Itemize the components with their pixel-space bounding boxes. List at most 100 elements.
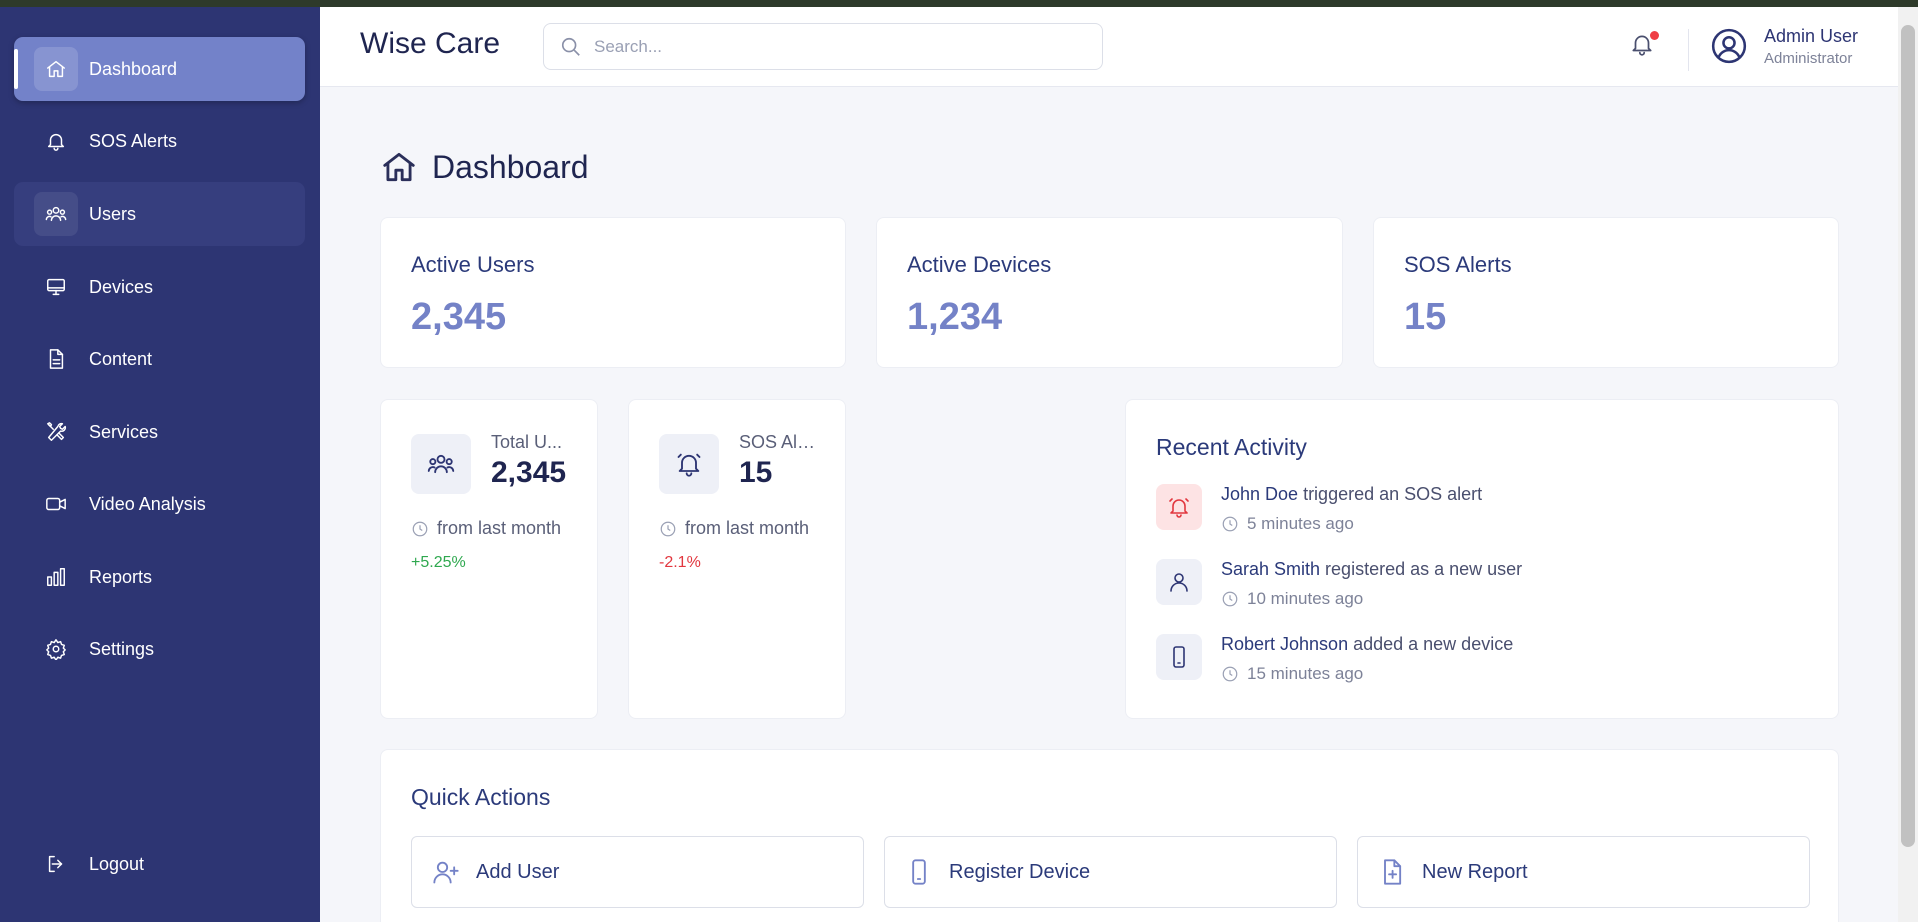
mini-stat-sos-alerts: SOS Ale... 15 from last month -2.1%	[628, 399, 846, 719]
stat-card-active-users: Active Users 2,345	[380, 217, 846, 368]
recent-activity-card: Recent Activity John Doe triggered an SO…	[1125, 399, 1839, 719]
mini-stat-change: +5.25%	[411, 554, 466, 571]
users-icon	[34, 192, 78, 236]
bar-chart-icon	[34, 555, 78, 599]
header-divider	[1688, 29, 1689, 71]
users-icon	[411, 434, 471, 494]
activity-user[interactable]: Robert Johnson	[1221, 634, 1349, 654]
home-icon	[383, 152, 415, 182]
activity-text: John Doe triggered an SOS alert	[1221, 484, 1482, 505]
page-title: Dashboard	[432, 148, 589, 185]
smartphone-icon	[912, 859, 926, 885]
scrollbar-thumb[interactable]	[1901, 25, 1915, 847]
user-role: Administrator	[1764, 50, 1853, 67]
sidebar-item-label: Devices	[89, 276, 154, 297]
button-label: New Report	[1422, 860, 1528, 883]
button-label: Register Device	[949, 860, 1091, 883]
activity-time-text: 15 minutes ago	[1247, 664, 1364, 683]
home-icon	[34, 47, 78, 91]
sidebar-item-sos-alerts[interactable]: SOS Alerts	[14, 109, 305, 173]
window-top-strip	[0, 0, 1918, 7]
document-icon	[34, 337, 78, 381]
mini-stat-title: SOS Ale...	[739, 432, 819, 452]
sidebar-item-label: Services	[89, 421, 159, 442]
clock-icon	[1221, 515, 1247, 533]
sidebar-item-dashboard[interactable]: Dashboard	[14, 37, 305, 101]
stat-card-active-devices: Active Devices 1,234	[876, 217, 1343, 368]
sidebar-item-content[interactable]: Content	[14, 327, 305, 391]
stat-value: 1,234	[907, 296, 1003, 338]
mini-stat-value: 2,345	[491, 456, 567, 489]
sidebar-item-users[interactable]: Users	[14, 182, 305, 246]
button-label: Add User	[476, 860, 560, 883]
sidebar-item-devices[interactable]: Devices	[14, 255, 305, 319]
sidebar-item-settings[interactable]: Settings	[14, 617, 305, 681]
activity-user[interactable]: Sarah Smith	[1221, 559, 1321, 579]
mini-stat-total-users: Total U... 2,345 from last month +5.25%	[380, 399, 598, 719]
bell-icon	[1632, 35, 1652, 56]
sidebar-item-label: Content	[89, 348, 153, 369]
sidebar-item-label: Users	[89, 203, 137, 224]
search-icon	[561, 37, 580, 56]
tools-icon	[34, 410, 78, 454]
user-avatar[interactable]	[1710, 27, 1748, 65]
activity-action: registered as a new user	[1320, 559, 1523, 579]
sidebar-item-label: SOS Alerts	[89, 130, 178, 151]
sidebar-item-services[interactable]: Services	[14, 400, 305, 464]
notification-dot	[1650, 31, 1659, 40]
clock-icon	[1221, 590, 1247, 608]
page-scrollbar[interactable]	[1898, 7, 1918, 922]
clock-icon	[1221, 665, 1247, 683]
activity-time-text: 5 minutes ago	[1247, 514, 1354, 533]
sidebar-item-logout[interactable]: Logout	[14, 832, 305, 896]
activity-time: 15 minutes ago	[1221, 664, 1363, 684]
activity-text: Sarah Smith registered as a new user	[1221, 559, 1522, 580]
stat-label: Active Devices	[907, 252, 1052, 277]
mini-stat-period: from last month	[659, 518, 809, 539]
clock-icon	[412, 521, 428, 536]
gear-icon	[34, 627, 78, 671]
notifications-button[interactable]	[1629, 31, 1659, 63]
add-user-button[interactable]: Add User	[411, 836, 864, 908]
stat-label: SOS Alerts	[1404, 252, 1512, 277]
bell-icon	[34, 119, 78, 163]
sidebar: Dashboard SOS Alerts Users Devices Conte…	[0, 7, 320, 922]
stat-label: Active Users	[411, 252, 535, 277]
clock-icon	[660, 521, 676, 536]
stat-value: 15	[1404, 296, 1447, 338]
file-plus-icon	[1384, 859, 1402, 885]
search-box[interactable]	[543, 23, 1103, 70]
section-title: Recent Activity	[1156, 434, 1307, 460]
activity-time: 10 minutes ago	[1221, 589, 1363, 609]
section-title: Quick Actions	[411, 784, 551, 810]
sidebar-item-label: Settings	[89, 638, 155, 659]
user-circle-icon	[1711, 28, 1747, 64]
stat-card-sos-alerts: SOS Alerts 15	[1373, 217, 1839, 368]
activity-item: Sarah Smith registered as a new user 10 …	[1156, 559, 1796, 619]
activity-time: 5 minutes ago	[1221, 514, 1354, 534]
video-icon	[34, 482, 78, 526]
activity-user[interactable]: John Doe	[1221, 484, 1299, 504]
sidebar-item-video-analysis[interactable]: Video Analysis	[14, 472, 305, 536]
quick-actions-card: Quick Actions Add User Register Device N…	[380, 749, 1839, 922]
sidebar-item-label: Video Analysis	[89, 493, 206, 514]
register-device-button[interactable]: Register Device	[884, 836, 1337, 908]
user-name[interactable]: Admin User	[1764, 26, 1859, 46]
new-report-button[interactable]: New Report	[1357, 836, 1810, 908]
mini-stat-period-text: from last month	[437, 518, 562, 538]
brand-title: Wise Care	[360, 27, 501, 60]
sidebar-item-label: Dashboard	[89, 58, 178, 79]
sidebar-item-reports[interactable]: Reports	[14, 545, 305, 609]
mini-stat-period: from last month	[411, 518, 561, 539]
smartphone-icon	[1156, 634, 1202, 680]
mini-stat-period-text: from last month	[685, 518, 810, 538]
mini-stat-value: 15	[739, 456, 773, 489]
user-plus-icon	[433, 861, 459, 884]
sidebar-item-label: Logout	[89, 853, 145, 874]
stat-value: 2,345	[411, 296, 507, 338]
search-input[interactable]	[594, 36, 1074, 57]
alarm-bell-icon	[659, 434, 719, 494]
activity-item: Robert Johnson added a new device 15 min…	[1156, 634, 1796, 694]
user-icon	[1156, 559, 1202, 605]
activity-time-text: 10 minutes ago	[1247, 589, 1364, 608]
